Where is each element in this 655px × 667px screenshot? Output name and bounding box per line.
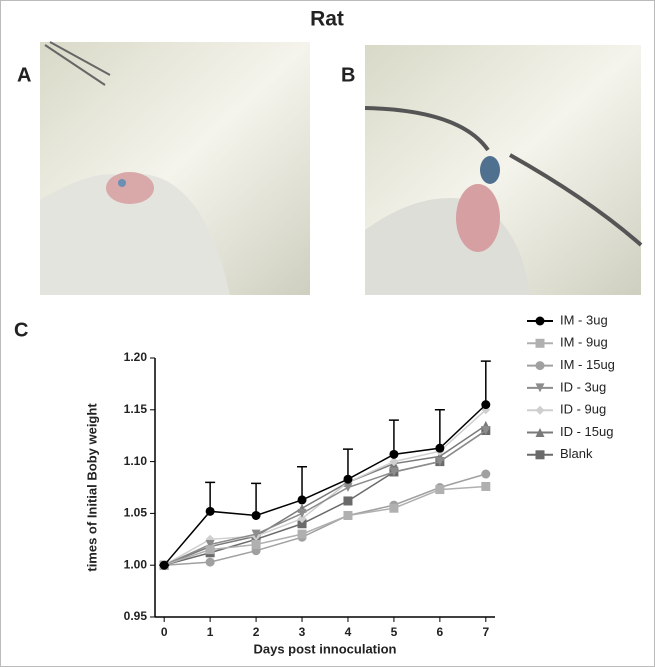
marker	[389, 457, 399, 467]
marker	[389, 449, 399, 459]
marker	[535, 316, 545, 326]
legend-label: ID - 9ug	[560, 402, 606, 417]
x-tick-label: 7	[482, 625, 489, 639]
marker	[535, 338, 545, 348]
photo-a	[40, 41, 310, 295]
x-tick-label: 5	[391, 625, 398, 639]
series-line	[163, 404, 487, 566]
x-axis-label: Days post innoculation	[253, 641, 396, 656]
legend-label: IM - 3ug	[560, 312, 608, 327]
series-line	[164, 473, 487, 566]
marker	[297, 514, 307, 524]
figure-title: Rat	[310, 8, 344, 31]
error-bar	[480, 360, 491, 405]
series-line	[163, 424, 487, 566]
legend-label: IM - 9ug	[560, 335, 608, 350]
x-tick-label: 6	[437, 625, 444, 639]
marker	[343, 510, 353, 520]
marker	[343, 483, 353, 492]
marker	[251, 529, 261, 539]
error-bar	[342, 448, 353, 480]
marker	[343, 474, 353, 484]
legend-label: Blank	[560, 446, 593, 461]
error-bar	[434, 409, 445, 449]
x-tick-label: 4	[345, 625, 352, 639]
marker	[297, 495, 307, 505]
marker	[205, 557, 215, 567]
marker	[535, 450, 545, 460]
marker	[535, 405, 545, 415]
error-bar	[205, 481, 216, 512]
marker	[435, 443, 445, 453]
marker	[535, 361, 545, 371]
y-tick-label: 1.00	[124, 557, 148, 571]
series-line	[163, 429, 487, 566]
marker	[205, 539, 215, 549]
marker	[435, 485, 445, 495]
x-tick-label: 0	[161, 625, 168, 639]
series-line	[163, 485, 486, 566]
y-tick-label: 1.10	[124, 454, 148, 468]
chart: 0.95 1.00 1.05 1.10 1.15 1.20 0 1 2 3 4 5 6 7 Days pos…	[84, 312, 614, 656]
marker	[251, 510, 261, 520]
marker	[481, 469, 491, 479]
error-bar	[251, 482, 262, 516]
y-tick-label: 1.20	[124, 350, 148, 364]
x-tick-label: 2	[253, 625, 260, 639]
legend-label: ID - 3ug	[560, 379, 606, 394]
marker	[343, 496, 353, 506]
marker	[205, 506, 215, 516]
marker	[481, 400, 491, 410]
error-bar	[388, 419, 399, 455]
legend-label: IM - 15ug	[560, 357, 615, 372]
marker	[297, 519, 307, 529]
panel-label: A	[17, 64, 31, 86]
marker	[481, 481, 491, 491]
marker	[159, 560, 169, 570]
marker	[435, 457, 445, 467]
photo-b	[364, 45, 643, 295]
marker	[389, 503, 399, 513]
panel-label: B	[341, 64, 355, 86]
y-tick-label: 1.05	[124, 506, 148, 520]
marker	[535, 383, 545, 393]
marker	[251, 539, 261, 549]
marker	[297, 529, 307, 539]
y-tick-label: 1.15	[124, 402, 148, 416]
x-tick-label: 3	[299, 625, 306, 639]
panel-label: C	[14, 319, 28, 341]
marker	[205, 545, 215, 555]
marker	[481, 426, 491, 436]
y-axis-label: times of Initial Boby weight	[84, 403, 99, 572]
marker	[535, 428, 545, 437]
x-tick-label: 1	[207, 625, 214, 639]
marker	[297, 508, 307, 518]
y-tick-label: 0.95	[124, 609, 148, 623]
legend-label: ID - 15ug	[560, 424, 613, 439]
error-bar	[297, 466, 308, 500]
marker	[389, 467, 399, 477]
